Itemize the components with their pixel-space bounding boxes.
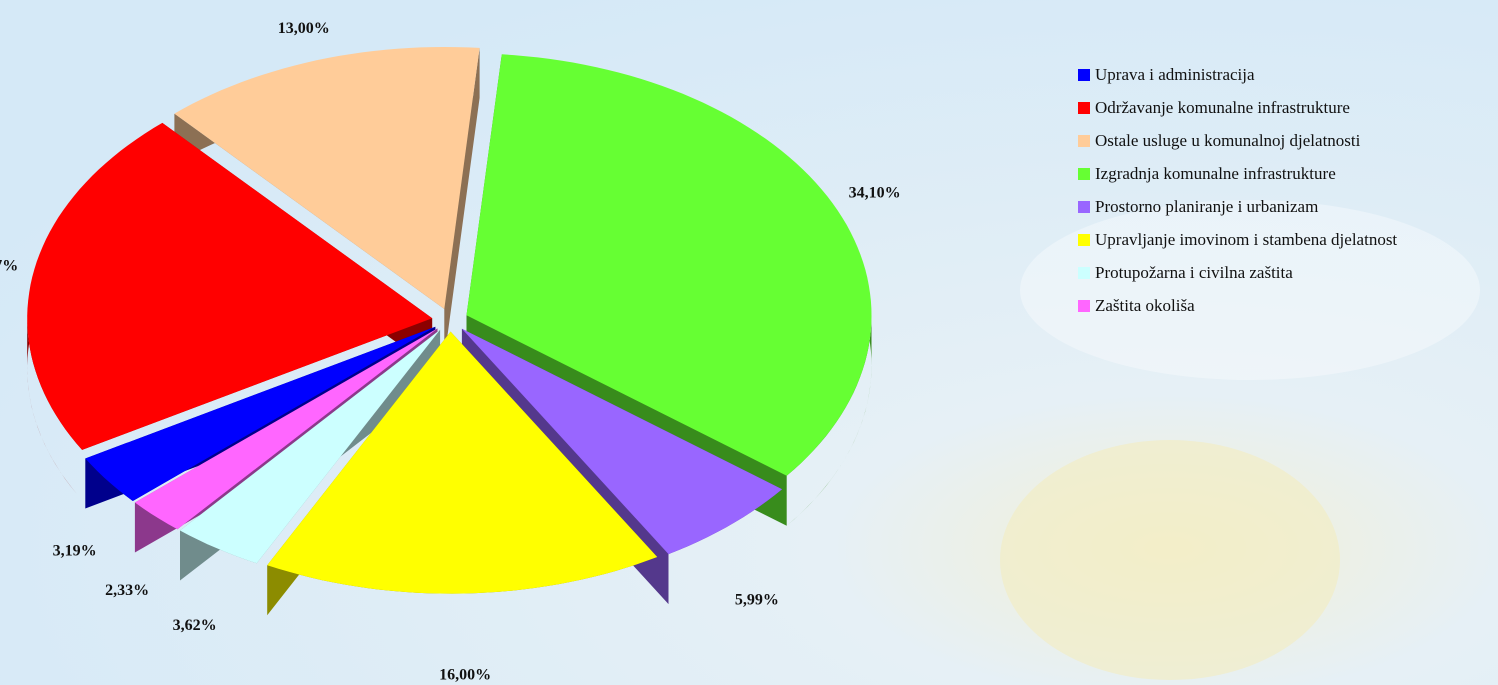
legend-swatch (1078, 267, 1090, 279)
data-label: 21,77% (0, 258, 18, 275)
data-label: 13,00% (278, 20, 330, 37)
legend-swatch (1078, 168, 1090, 180)
legend-swatch (1078, 135, 1090, 147)
data-label: 16,00% (439, 666, 491, 683)
legend-swatch (1078, 69, 1090, 81)
chart: 3,19% 21,77% 13,00% 34,10% 5,99% 16,00% 3,62% 2… (0, 0, 1498, 685)
data-label: 5,99% (735, 591, 779, 608)
legend-label: Uprava i administracija (1095, 65, 1255, 84)
legend-label: Izgradnja komunalne infrastrukture (1095, 164, 1336, 183)
data-label: 3,19% (53, 543, 97, 560)
legend-label: Održavanje komunalne infrastrukture (1095, 98, 1350, 117)
legend-swatch (1078, 102, 1090, 114)
background-flower (1000, 440, 1340, 680)
legend-label: Protupožarna i civilna zaštita (1095, 263, 1293, 282)
legend-label: Upravljanje imovinom i stambena djelatno… (1095, 230, 1397, 249)
data-label: 2,33% (105, 582, 149, 599)
legend-swatch (1078, 234, 1090, 246)
background-petal (1020, 200, 1480, 380)
data-label: 34,10% (849, 185, 901, 202)
legend-label: Ostale usluge u komunalnoj djelatnosti (1095, 131, 1361, 150)
legend-swatch (1078, 201, 1090, 213)
data-label: 3,62% (173, 617, 217, 634)
legend-swatch (1078, 300, 1090, 312)
legend-label: Prostorno planiranje i urbanizam (1095, 197, 1318, 216)
page: 3,19% 21,77% 13,00% 34,10% 5,99% 16,00% 3,62% 2… (0, 0, 1498, 685)
legend-label: Zaštita okoliša (1095, 296, 1195, 315)
